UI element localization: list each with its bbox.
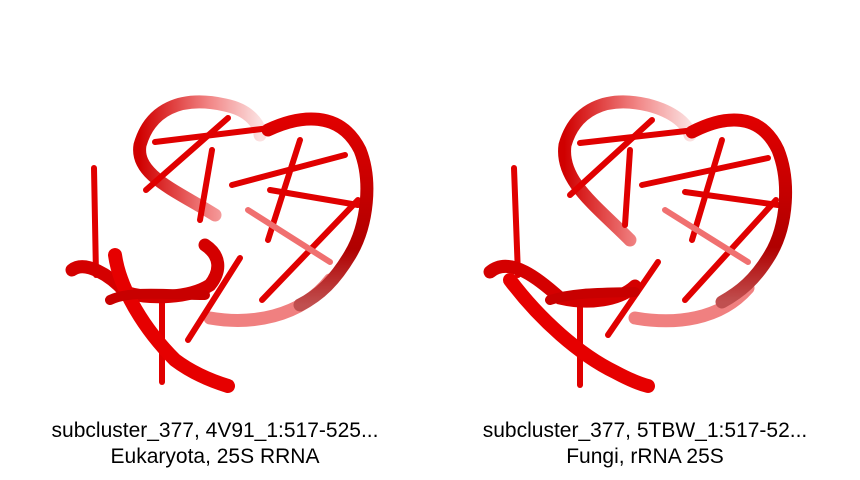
base-pair-sticks — [511, 117, 781, 388]
structure-caption: subcluster_377, 4V91_1:517-525... Eukary… — [0, 418, 430, 470]
structure-panel-left: subcluster_377, 4V91_1:517-525... Eukary… — [0, 95, 430, 470]
backbone-strong — [65, 112, 374, 393]
rna-structure-render — [483, 95, 792, 393]
structure-subtitle: Eukaryota, 25S RRNA — [110, 445, 320, 468]
structure-subtitle: Fungi, rRNA 25S — [566, 445, 724, 468]
structure-panel-right: subcluster_377, 5TBW_1:517-52... Fungi, … — [430, 0, 860, 480]
rna-structure-render — [65, 95, 374, 393]
structure-caption: subcluster_377, 5TBW_1:517-52... Fungi, … — [430, 418, 860, 470]
base-pair-sticks — [91, 115, 361, 385]
structure-title: subcluster_377, 4V91_1:517-525... — [51, 419, 379, 442]
backbone-strong — [483, 113, 792, 393]
structure-title: subcluster_377, 5TBW_1:517-52... — [482, 419, 808, 442]
